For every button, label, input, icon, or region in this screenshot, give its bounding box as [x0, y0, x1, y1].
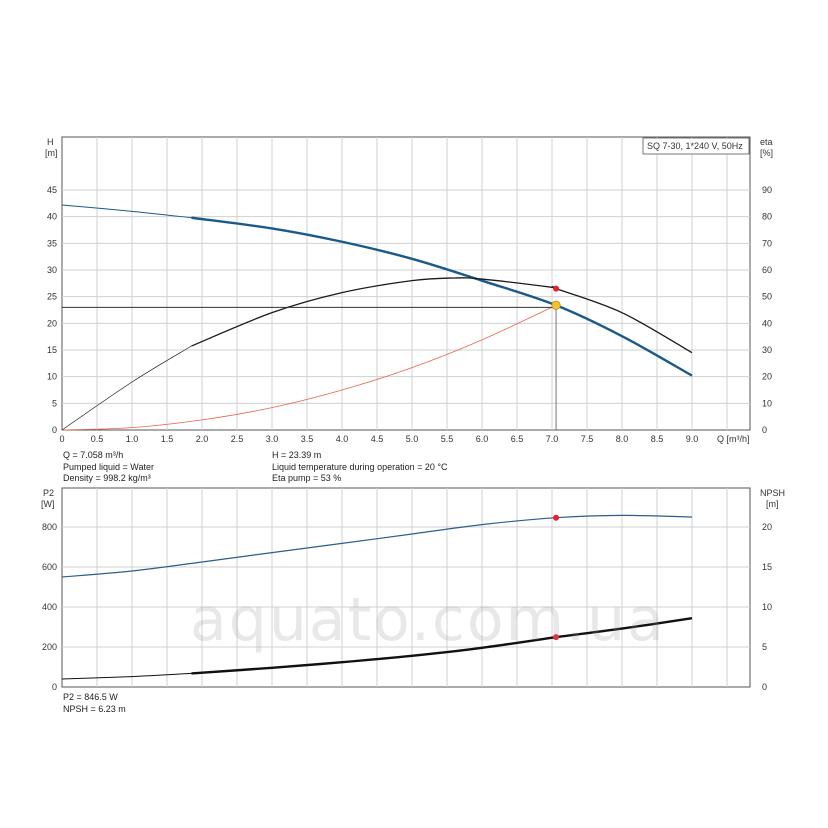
info-block-top-left: Q = 7.058 m³/h Pumped liquid = Water Den… — [63, 450, 154, 485]
x-tick-label: 3.0 — [266, 434, 279, 444]
flow-value: Q = 7.058 m³/h — [63, 450, 124, 460]
model-label-box — [642, 137, 750, 155]
x-tick-label: 3.5 — [301, 434, 314, 444]
npsh-tick-label: 0 — [762, 682, 767, 692]
p2-tick-label: 600 — [42, 562, 57, 572]
p2-tick-label: 0 — [52, 682, 57, 692]
npsh-tick-label: 20 — [762, 522, 772, 532]
x-tick-label: 5.5 — [441, 434, 454, 444]
x-tick-label: 1.0 — [126, 434, 139, 444]
x-tick-label: 2.5 — [231, 434, 244, 444]
y-right-tick-label: 80 — [762, 212, 772, 222]
y-left-tick-label: 30 — [47, 265, 57, 275]
p2-duty-point — [553, 514, 560, 521]
x-tick-label: 7.0 — [546, 434, 559, 444]
y-right-tick-label: 0 — [762, 425, 767, 435]
x-tick-label: 0 — [59, 434, 64, 444]
npsh-curve-thin — [61, 672, 192, 680]
operating-point — [551, 300, 561, 310]
x-tick-label: 7.5 — [581, 434, 594, 444]
npsh-curve — [191, 617, 693, 675]
top-plot-frame — [61, 136, 751, 431]
y-left-tick-label: 25 — [47, 292, 57, 302]
x-tick-label: 6.0 — [476, 434, 489, 444]
liquid-temperature: Liquid temperature during operation = 20… — [272, 461, 448, 472]
y-right-tick-label: 90 — [762, 185, 772, 195]
y-left-tick-label: 35 — [47, 238, 57, 248]
x-tick-label: 8.5 — [651, 434, 664, 444]
npsh-duty-point — [553, 634, 560, 641]
x-tick-label: 2.0 — [196, 434, 209, 444]
x-tick-label: 4.0 — [336, 434, 349, 444]
p2-tick-label: 800 — [42, 522, 57, 532]
y-left-axis-unit: [m] — [45, 148, 58, 158]
y-left-tick-label: 5 — [52, 398, 57, 408]
x-tick-label: 6.5 — [511, 434, 524, 444]
x-tick-label: 8.0 — [616, 434, 629, 444]
y-left-axis-title: H — [47, 137, 54, 147]
npsh-tick-label: 15 — [762, 562, 772, 572]
bottom-plot-frame — [61, 487, 751, 688]
npsh-value: NPSH = 6.23 m — [63, 703, 126, 714]
x-tick-label: 1.5 — [161, 434, 174, 444]
x-tick-label: 4.5 — [371, 434, 384, 444]
x-tick-label: 9.0 — [686, 434, 699, 444]
y-right-tick-label: 20 — [762, 372, 772, 382]
npsh-tick-label: 5 — [762, 642, 767, 652]
eta-value: Eta pump = 53 % — [272, 473, 342, 483]
y-left-tick-label: 45 — [47, 185, 57, 195]
p2-tick-label: 200 — [42, 642, 57, 652]
head-curve — [191, 216, 693, 377]
x-tick-label: 5.0 — [406, 434, 419, 444]
p2-axis-unit: [W] — [41, 499, 55, 509]
npsh-axis-title: NPSH — [760, 488, 785, 498]
p2-axis-title: P2 — [43, 488, 54, 498]
system-curve — [61, 304, 557, 431]
npsh-tick-label: 10 — [762, 602, 772, 612]
p2-tick-label: 400 — [42, 602, 57, 612]
y-left-tick-label: 10 — [47, 372, 57, 382]
eta-curve-thin — [61, 345, 192, 431]
eta-curve — [191, 277, 693, 354]
pumped-liquid: Pumped liquid = Water — [63, 461, 154, 472]
y-left-tick-label: 0 — [52, 425, 57, 435]
npsh-axis-unit: [m] — [766, 499, 779, 509]
y-right-tick-label: 60 — [762, 265, 772, 275]
density-value: Density = 998.2 kg/m³ — [63, 473, 151, 483]
y-right-axis-title: eta — [760, 137, 773, 147]
p2-curve — [61, 514, 693, 578]
y-left-tick-label: 20 — [47, 318, 57, 328]
y-right-tick-label: 50 — [762, 292, 772, 302]
y-left-tick-label: 40 — [47, 212, 57, 222]
power-value: P2 = 846.5 W — [63, 692, 118, 702]
eta-duty-point — [553, 285, 560, 292]
y-left-tick-label: 15 — [47, 345, 57, 355]
y-right-tick-label: 30 — [762, 345, 772, 355]
head-curve-thin — [61, 204, 192, 219]
head-value: H = 23.39 m — [272, 450, 322, 460]
model-label: SQ 7-30, 1*240 V, 50Hz — [647, 141, 743, 151]
y-right-tick-label: 10 — [762, 398, 772, 408]
y-right-axis-unit: [%] — [760, 148, 773, 158]
info-block-top-right: H = 23.39 m Liquid temperature during op… — [272, 450, 447, 485]
x-axis-title: Q [m³/h] — [717, 434, 750, 444]
y-right-tick-label: 40 — [762, 318, 772, 328]
y-right-tick-label: 70 — [762, 238, 772, 248]
info-block-bottom: P2 = 846.5 W NPSH = 6.23 m — [63, 692, 126, 715]
watermark: aquato.com.ua — [190, 585, 666, 655]
x-tick-label: 0.5 — [91, 434, 104, 444]
